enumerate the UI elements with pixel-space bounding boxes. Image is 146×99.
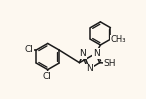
Text: Cl: Cl — [42, 72, 51, 81]
Text: Cl: Cl — [25, 46, 34, 54]
Text: N: N — [86, 64, 93, 73]
Text: SH: SH — [104, 59, 116, 68]
Text: N: N — [93, 49, 100, 58]
Text: N: N — [79, 49, 86, 58]
Text: CH₃: CH₃ — [111, 35, 126, 44]
